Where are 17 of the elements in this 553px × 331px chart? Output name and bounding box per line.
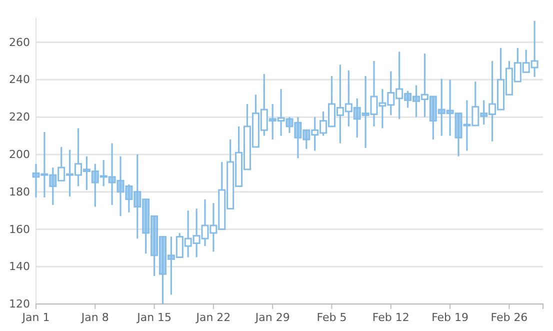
y-tick-label: 140: [9, 260, 30, 274]
x-tick-label: Jan 8: [80, 310, 109, 324]
x-tick-label: Jan 22: [195, 310, 231, 324]
y-tick-label: 220: [9, 110, 30, 124]
x-tick-label: Jan 29: [254, 310, 290, 324]
x-tick-label: Feb 12: [372, 310, 410, 324]
x-tick-label: Feb 5: [316, 310, 347, 324]
x-tick-label: Feb 19: [432, 310, 469, 324]
x-tick-label: Jan 15: [136, 310, 172, 324]
y-tick-label: 200: [9, 148, 30, 161]
y-tick-label: 160: [9, 222, 30, 236]
y-tick-label: 260: [9, 36, 30, 49]
x-tick-label: Jan 1: [21, 310, 50, 324]
x-tick-label: Feb 26: [490, 310, 528, 324]
y-tick-label: 120: [9, 298, 30, 311]
y-tick-label: 240: [9, 73, 30, 86]
y-tick-label: 180: [9, 185, 30, 198]
